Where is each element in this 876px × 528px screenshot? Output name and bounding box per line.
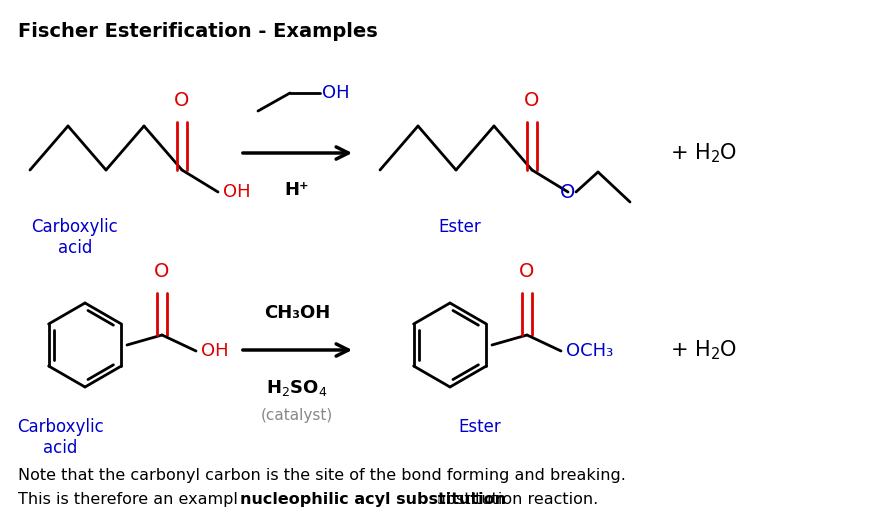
Text: + H$_2$O: + H$_2$O bbox=[670, 141, 738, 165]
Text: nucleophilic acyl substitution: nucleophilic acyl substitution bbox=[240, 492, 505, 507]
Text: Carboxylic
acid: Carboxylic acid bbox=[17, 418, 103, 457]
Bar bbox=[237, 490, 437, 510]
Text: Carboxylic
acid: Carboxylic acid bbox=[32, 218, 118, 257]
Text: CH₃OH: CH₃OH bbox=[264, 304, 330, 322]
Text: This is therefore an example of a nucleophilic acyl substitution reaction.: This is therefore an example of a nucleo… bbox=[18, 492, 598, 507]
Text: (catalyst): (catalyst) bbox=[261, 408, 333, 423]
Text: OH: OH bbox=[322, 84, 350, 102]
Text: O: O bbox=[519, 262, 534, 281]
Text: OCH₃: OCH₃ bbox=[566, 342, 613, 360]
Text: H$_2$SO$_4$: H$_2$SO$_4$ bbox=[266, 378, 328, 398]
Text: Ester: Ester bbox=[439, 218, 482, 236]
Text: OH: OH bbox=[223, 183, 251, 201]
Text: H⁺: H⁺ bbox=[285, 181, 309, 199]
Text: O: O bbox=[174, 91, 190, 110]
Text: O: O bbox=[561, 183, 576, 202]
Text: + H$_2$O: + H$_2$O bbox=[670, 338, 738, 362]
Text: Note that the carbonyl carbon is the site of the bond forming and breaking.: Note that the carbonyl carbon is the sit… bbox=[18, 468, 625, 483]
Text: Ester: Ester bbox=[459, 418, 501, 436]
Text: O: O bbox=[525, 91, 540, 110]
Text: OH: OH bbox=[201, 342, 229, 360]
Text: Fischer Esterification - Examples: Fischer Esterification - Examples bbox=[18, 22, 378, 41]
Text: O: O bbox=[154, 262, 170, 281]
